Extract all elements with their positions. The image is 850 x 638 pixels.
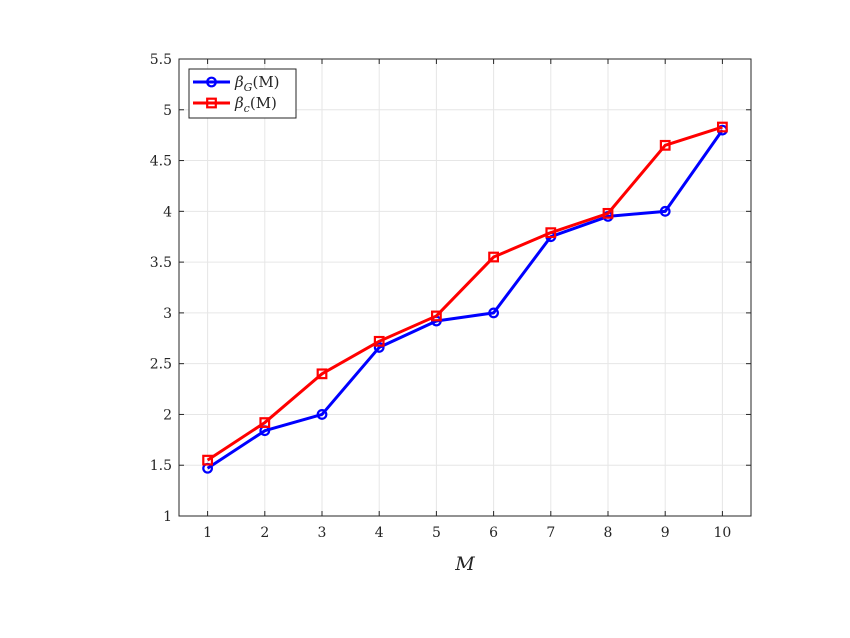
series-circle: [202, 124, 728, 474]
data-point: [545, 227, 557, 239]
series-layer: [202, 121, 728, 474]
x-tick-label: 7: [546, 525, 555, 541]
legend: βG(M)βc(M): [188, 68, 297, 119]
x-tick-label: 8: [604, 525, 613, 541]
y-tick-label: 5.5: [150, 52, 172, 68]
x-tick-label: 1: [203, 525, 212, 541]
y-tick-label: 5: [163, 103, 172, 119]
legend-marker: [206, 97, 217, 109]
x-tick-label: 3: [318, 525, 327, 541]
data-point: [373, 342, 385, 353]
data-point: [488, 251, 499, 263]
data-point: [602, 207, 614, 219]
data-point: [431, 310, 442, 322]
x-tick-label: 9: [661, 525, 670, 541]
legend-label: βG(M): [234, 73, 280, 94]
data-point: [373, 335, 385, 347]
y-tick-label: 1.5: [150, 458, 172, 474]
data-point: [202, 454, 214, 466]
data-point: [316, 368, 328, 380]
x-tick-label: 2: [260, 525, 269, 541]
y-tick-label: 1: [163, 509, 172, 525]
data-point: [488, 307, 500, 319]
x-axis-ticks: 1 2 3 4 5 6 7 8 9 10: [203, 59, 731, 541]
x-axis-label: M: [454, 553, 475, 575]
y-tick-label: 4: [163, 204, 172, 220]
series-line: [206, 125, 723, 462]
data-point: [316, 409, 328, 420]
data-point: [259, 417, 271, 428]
legend-marker: [206, 76, 217, 88]
x-tick-label: 4: [375, 525, 384, 541]
series-square: [202, 121, 728, 466]
data-point: [716, 121, 728, 133]
series-line: [206, 129, 724, 470]
y-axis-ticks: 1 1.5 2 2.5 3 3.5 4 4.5 5 5.5: [150, 52, 751, 525]
y-tick-label: 3.5: [150, 255, 172, 271]
x-tick-label: 6: [489, 525, 498, 541]
legend-label: βc(M): [234, 94, 277, 115]
y-tick-label: 2.5: [150, 357, 172, 373]
y-tick-label: 4.5: [150, 154, 172, 170]
data-point: [659, 205, 671, 217]
x-tick-label: 10: [713, 525, 731, 541]
x-tick-label: 5: [432, 525, 441, 541]
legend-box: [188, 68, 297, 119]
y-tick-label: 3: [163, 306, 172, 322]
legend-item: βc(M): [193, 94, 277, 115]
y-tick-label: 2: [163, 407, 172, 423]
legend-item: βG(M): [193, 73, 280, 94]
data-point: [659, 139, 671, 151]
plot-area-frame: [178, 58, 752, 517]
